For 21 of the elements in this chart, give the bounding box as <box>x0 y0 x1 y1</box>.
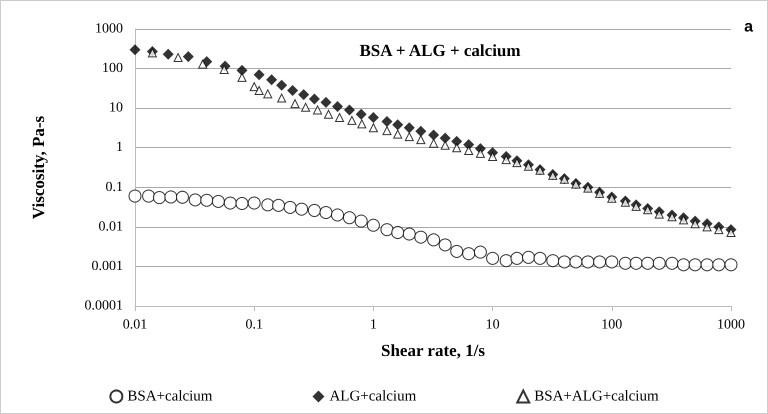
y-axis-title: Viscosity, Pa-s <box>29 115 48 220</box>
legend-label: BSA+calcium <box>127 388 213 404</box>
x-tick-label: 0.1 <box>245 318 263 332</box>
y-tick-label: 100 <box>102 61 123 76</box>
text: a <box>744 18 754 36</box>
y-tick-label: 0.0001 <box>84 298 123 314</box>
x-tick-label: 1000 <box>717 318 745 332</box>
text: BSA + ALG + calcium <box>359 41 521 60</box>
x-tick-label: 1 <box>370 318 377 332</box>
y-tick-label: 1 <box>116 140 123 156</box>
x-tick-label: 100 <box>601 318 622 332</box>
y-tick-label: 1000 <box>95 22 123 36</box>
x-tick-label: 10 <box>486 318 500 332</box>
y-tick-label: 0.1 <box>106 180 123 195</box>
legend-label: ALG+calcium <box>329 388 417 404</box>
x-axis-title: Shear rate, 1/s <box>380 341 486 360</box>
y-tick-label: 10 <box>109 100 123 116</box>
x-tick-label: 0.01 <box>122 318 148 332</box>
y-tick-label: 0.001 <box>92 258 123 274</box>
legend-label: BSA+ALG+calcium <box>534 388 659 404</box>
y-tick-label: 0.01 <box>98 219 123 234</box>
